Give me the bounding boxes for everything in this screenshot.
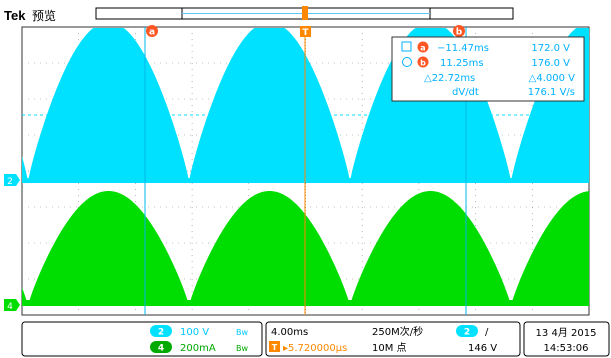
ch4-bandwidth-icon: Bw (236, 344, 248, 353)
delta-value: △4.000 V (529, 73, 575, 84)
time-label: 14:53:06 (544, 343, 589, 354)
svg-text:2: 2 (7, 177, 13, 187)
svg-text:b: b (420, 59, 426, 68)
trigger-level: 146 V (468, 343, 497, 354)
ch2-ground-marker[interactable]: 2 (4, 174, 20, 187)
svg-text:4: 4 (7, 302, 13, 312)
svg-text:b: b (456, 28, 463, 38)
svg-text:4: 4 (158, 344, 164, 354)
trigger-position-marker (302, 6, 308, 20)
sample-rate: 250M次/秒 (372, 325, 423, 338)
cursor-b-badge[interactable]: b (453, 25, 465, 38)
cursor-a-time: −11.47ms (437, 43, 489, 54)
brand-label: Tek (4, 8, 26, 23)
cursor-a-square-icon (401, 41, 412, 52)
ch4-ground-marker[interactable]: 4 (4, 299, 20, 312)
cursor-readout-panel: a −11.47ms 172.0 V b 11.25ms 176.0 V △22… (391, 36, 585, 102)
trigger-slope: / (485, 327, 489, 338)
ch2-settings[interactable]: 2 100 V Bw (150, 325, 248, 338)
ch2-scale: 100 V (180, 327, 209, 338)
record-length: 10M 点 (372, 342, 407, 354)
ch2-bandwidth-icon: Bw (236, 328, 248, 337)
delta-time: △22.72ms (424, 73, 475, 84)
cursor-b-time: 11.25ms (440, 58, 484, 69)
svg-text:a: a (420, 44, 425, 53)
svg-text:T: T (272, 343, 278, 352)
trigger-settings[interactable]: 2 / 146 V (456, 325, 497, 354)
ch4-scale: 200mA (180, 343, 216, 354)
mode-label: 预览 (32, 8, 56, 23)
ch4-settings[interactable]: 4 200mA Bw (150, 341, 248, 354)
trigger-badge: T (300, 26, 311, 38)
record-overview-bar[interactable] (95, 6, 514, 20)
svg-text:a: a (149, 28, 155, 38)
timebase: 4.00ms (271, 327, 308, 338)
dvdt-label: dV/dt (452, 87, 479, 98)
cursor-b-value: 176.0 V (531, 58, 570, 69)
cursor-b-circle-icon (402, 57, 412, 67)
svg-text:T: T (302, 28, 309, 38)
svg-text:2: 2 (158, 328, 164, 338)
cursor-a-value: 172.0 V (531, 43, 570, 54)
cursor-a-badge[interactable]: a (146, 25, 158, 38)
dvdt-value: 176.1 V/s (528, 87, 575, 98)
status-bar: 2 100 V Bw 4 200mA Bw 4.00ms T ▸5.720000… (21, 321, 610, 357)
date-label: 13 4月 2015 (536, 327, 597, 339)
horizontal-settings[interactable]: 4.00ms T ▸5.720000µs 250M次/秒 10M 点 (269, 325, 423, 354)
trigger-delay: ▸5.720000µs (283, 343, 347, 354)
svg-text:2: 2 (464, 328, 470, 338)
